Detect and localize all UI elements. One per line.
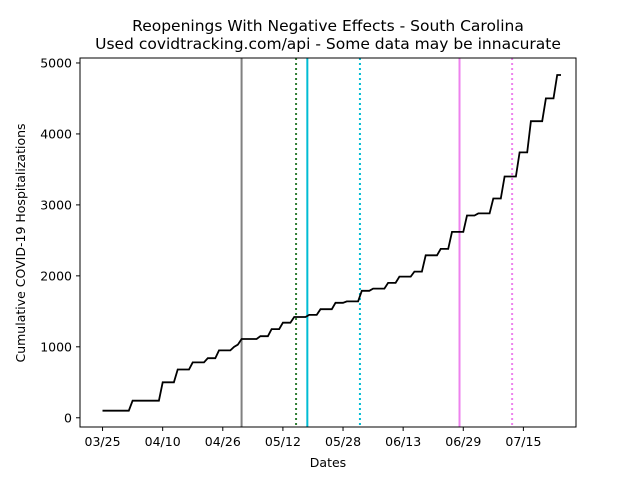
x-tick-label: 03/25 xyxy=(85,434,121,449)
x-tick-label: 06/29 xyxy=(445,434,481,449)
y-tick-label: 3000 xyxy=(40,197,72,212)
y-tick-label: 0 xyxy=(64,410,72,425)
series-line-1 xyxy=(102,74,561,412)
data-series xyxy=(102,74,561,412)
x-tick-label: 04/26 xyxy=(205,434,241,449)
plot-frame xyxy=(79,57,577,428)
x-axis-ticks: 03/25 04/10 04/26 05/12 05/28 06/13 06/29 07/15 xyxy=(85,427,541,449)
y-tick-label: 4000 xyxy=(40,126,72,141)
x-axis-label: Dates xyxy=(310,455,346,470)
y-axis-ticks: 0 1000 2000 3000 4000 5000 xyxy=(40,55,80,425)
x-tick-label: 07/15 xyxy=(505,434,541,449)
x-tick-label: 05/28 xyxy=(325,434,361,449)
y-tick-label: 2000 xyxy=(40,268,72,283)
y-axis-label: Cumulative COVID-19 Hospitalizations xyxy=(13,123,28,362)
x-tick-label: 04/10 xyxy=(145,434,181,449)
chart-subtitle: Used covidtracking.com/api - Some data m… xyxy=(95,35,561,53)
x-tick-label: 06/13 xyxy=(385,434,421,449)
x-tick-label: 05/12 xyxy=(265,434,301,449)
chart-title: Reopenings With Negative Effects - South… xyxy=(132,17,524,35)
y-tick-label: 1000 xyxy=(40,339,72,354)
reopening-markers xyxy=(240,58,514,427)
y-tick-label: 5000 xyxy=(40,55,72,70)
